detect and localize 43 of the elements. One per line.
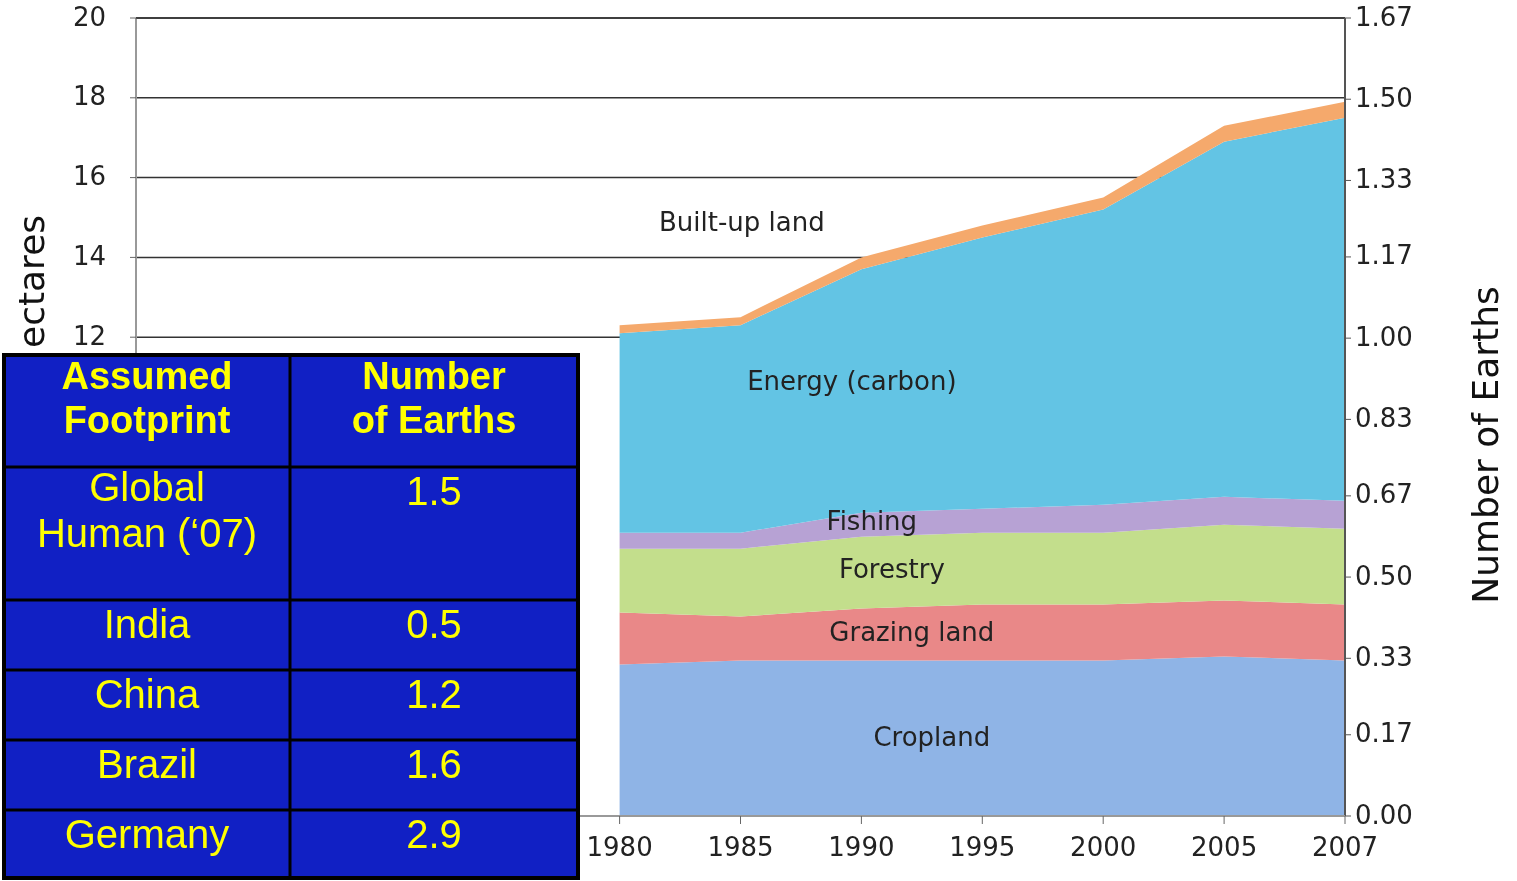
series-label: Forestry [838,554,945,585]
y2-tick-label: 0.00 [1355,799,1413,830]
x-tick-label: 1985 [707,832,774,862]
annotation: Assumed Footprint [61,355,233,441]
y2-tick-label: 1.00 [1355,321,1413,352]
y2-tick-label: 1.33 [1355,163,1413,194]
y-tick-label: 14 [72,240,106,271]
y2-tick-label: 0.83 [1355,402,1413,433]
annotation: 1.2 [406,672,462,716]
y2-axis-title: Number of Earths [1465,286,1506,604]
annotation: Number of Earths [351,355,517,441]
annotation: Global Human (‘07) [36,465,258,555]
x-tick-label: 2005 [1191,832,1258,862]
y2-tick-label: 1.17 [1355,240,1413,271]
series-label: Energy (carbon) [747,365,957,396]
x-tick-label: 1990 [828,832,895,862]
y-tick-label: 20 [72,1,106,32]
y2-tick-label: 1.67 [1355,1,1413,32]
annotation: Brazil [96,742,198,786]
annotation: 1.5 [406,469,462,513]
y2-tick-label: 0.33 [1355,641,1413,672]
y2-tick-label: 1.50 [1355,82,1413,113]
y-tick-label: 16 [72,161,106,192]
y2-tick-label: 0.50 [1355,560,1413,591]
series-label: Grazing land [829,616,995,647]
x-tick-label: 1995 [949,832,1016,862]
series-label: Cropland [873,721,991,752]
annotation: 0.5 [406,602,462,646]
y2-tick-label: 0.17 [1355,718,1413,749]
annotation: 1.6 [406,742,462,786]
series-label: Built-up land [658,206,825,237]
annotation: 2.9 [406,812,462,856]
y2-tick-label: 0.67 [1355,479,1413,510]
annotation: Germany [64,812,230,856]
y-tick-label: 18 [72,81,106,112]
x-tick-label: 2007 [1311,832,1379,862]
annotation: China [94,672,201,716]
annotation: India [103,602,192,646]
x-tick-label: 1980 [586,832,653,862]
x-tick-label: 2000 [1070,832,1137,862]
y-axis-title: ectares [11,214,52,348]
y-tick-label: 12 [72,320,106,351]
series-label: Fishing [826,506,918,537]
